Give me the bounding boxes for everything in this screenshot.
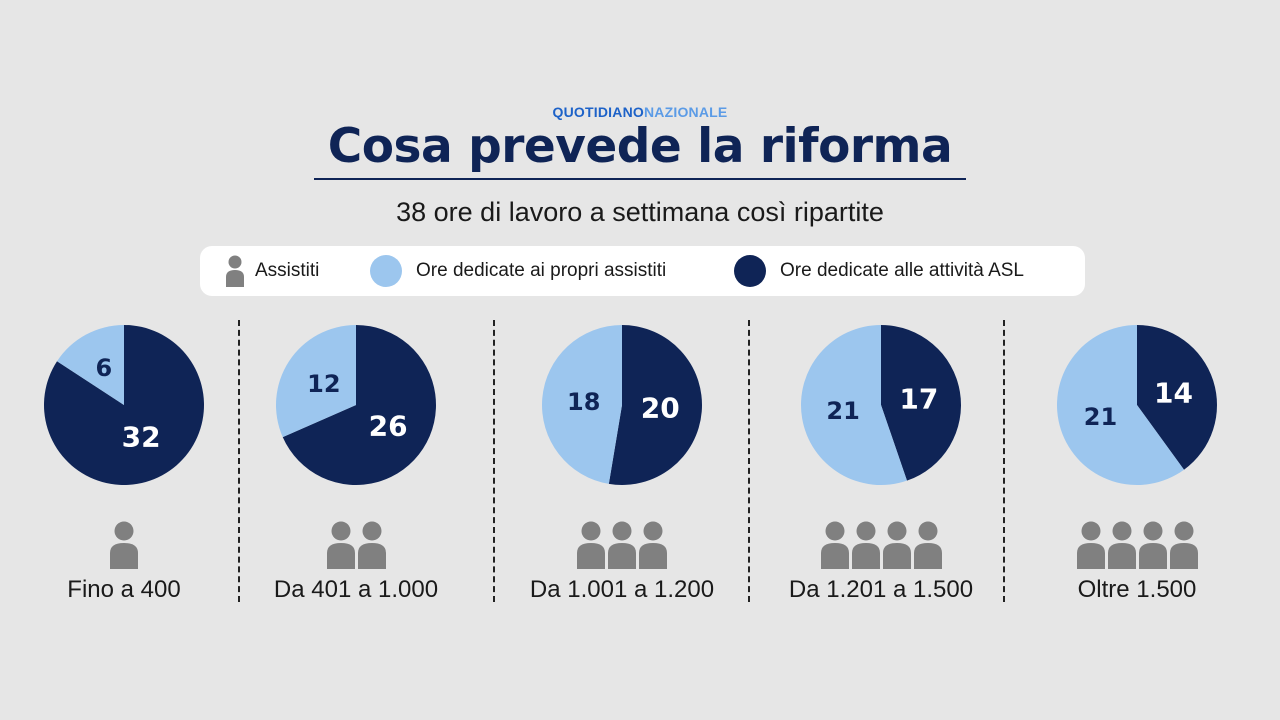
data-label-light: 6 — [95, 353, 113, 382]
people-icons — [820, 521, 942, 569]
person-icon — [326, 521, 355, 569]
category-label: Da 1.201 a 1.500 — [788, 576, 974, 603]
person-icon — [110, 521, 138, 569]
category-label: Fino a 400 — [67, 576, 181, 603]
pie-slice-dark — [282, 325, 436, 485]
person-icon — [851, 521, 880, 569]
legend-label-assistiti: Assistiti — [255, 260, 320, 281]
legend-item-light: Ore dedicate ai propri assistiti — [370, 246, 666, 296]
category-label: Oltre 1.500 — [1077, 576, 1197, 603]
pie-slice-light — [801, 325, 907, 485]
pie-slice-light — [542, 325, 622, 484]
data-label-dark: 20 — [640, 391, 680, 425]
pie-svg — [542, 325, 702, 485]
data-label-dark: 14 — [1154, 376, 1193, 410]
column-divider — [238, 320, 240, 602]
people-icons — [577, 521, 667, 569]
pie-chart: 6 32 — [42, 323, 206, 487]
person-icon — [608, 521, 636, 569]
person-icon — [577, 521, 605, 569]
category-label: Da 1.001 a 1.200 — [529, 576, 715, 603]
page-subtitle: 38 ore di lavoro a settimana così ripart… — [396, 197, 884, 227]
legend-label-dark: Ore dedicate alle attività ASL — [780, 260, 1024, 281]
column-divider — [748, 320, 750, 602]
pie-slice-light — [57, 325, 124, 405]
pie-slice-light — [276, 325, 356, 438]
person-icon — [226, 255, 244, 287]
pie-slice-dark — [608, 325, 702, 485]
person-icon — [357, 521, 386, 569]
brand-part-1: QUOTIDIANO — [552, 104, 644, 120]
people-icons — [110, 521, 138, 569]
pie-svg — [801, 325, 961, 485]
legend-item-dark: Ore dedicate alle attività ASL — [734, 246, 1024, 296]
pie-chart: 18 20 — [540, 323, 704, 487]
brand-logo: QUOTIDIANONAZIONALE — [0, 104, 1280, 120]
person-icon — [882, 521, 911, 569]
data-label-dark: 32 — [121, 420, 161, 454]
person-icon — [913, 521, 942, 569]
title-underline — [314, 178, 966, 180]
legend-item-assistiti: Assistiti — [225, 246, 319, 296]
category-label: Da 401 a 1.000 — [273, 576, 439, 603]
people-icons — [1076, 521, 1198, 569]
data-label-dark: 26 — [368, 409, 408, 443]
pie-svg — [276, 325, 436, 485]
person-icon — [1169, 521, 1198, 569]
data-label-light: 21 — [826, 397, 860, 426]
person-icon — [820, 521, 849, 569]
pie-chart: 21 14 — [1055, 323, 1219, 487]
data-label-light: 21 — [1083, 402, 1118, 431]
brand-part-2: NAZIONALE — [643, 104, 728, 120]
pie-slice-dark — [1137, 325, 1217, 470]
person-icon — [1076, 521, 1105, 569]
column-divider — [493, 320, 495, 602]
pie-slice-dark — [44, 325, 204, 485]
pie-chart: 21 17 — [799, 323, 963, 487]
pie-svg — [44, 325, 204, 485]
data-label-dark: 17 — [899, 382, 939, 416]
pie-chart: 12 26 — [274, 323, 438, 487]
person-icon — [639, 521, 667, 569]
legend-light-swatch — [370, 255, 402, 287]
person-icon — [1107, 521, 1136, 569]
legend: Assistiti Ore dedicate ai propri assisti… — [200, 246, 1085, 296]
data-label-light: 18 — [567, 387, 601, 416]
column-divider — [1003, 320, 1005, 602]
person-icon — [1138, 521, 1167, 569]
pie-svg — [1057, 325, 1217, 485]
people-icons — [326, 521, 386, 569]
pie-slice-light — [1057, 325, 1185, 485]
pie-slice-dark — [881, 325, 961, 481]
legend-label-light: Ore dedicate ai propri assistiti — [416, 260, 667, 281]
page-title: Cosa prevede la riforma — [327, 119, 953, 174]
legend-dark-swatch — [734, 255, 766, 287]
data-label-light: 12 — [307, 369, 341, 398]
